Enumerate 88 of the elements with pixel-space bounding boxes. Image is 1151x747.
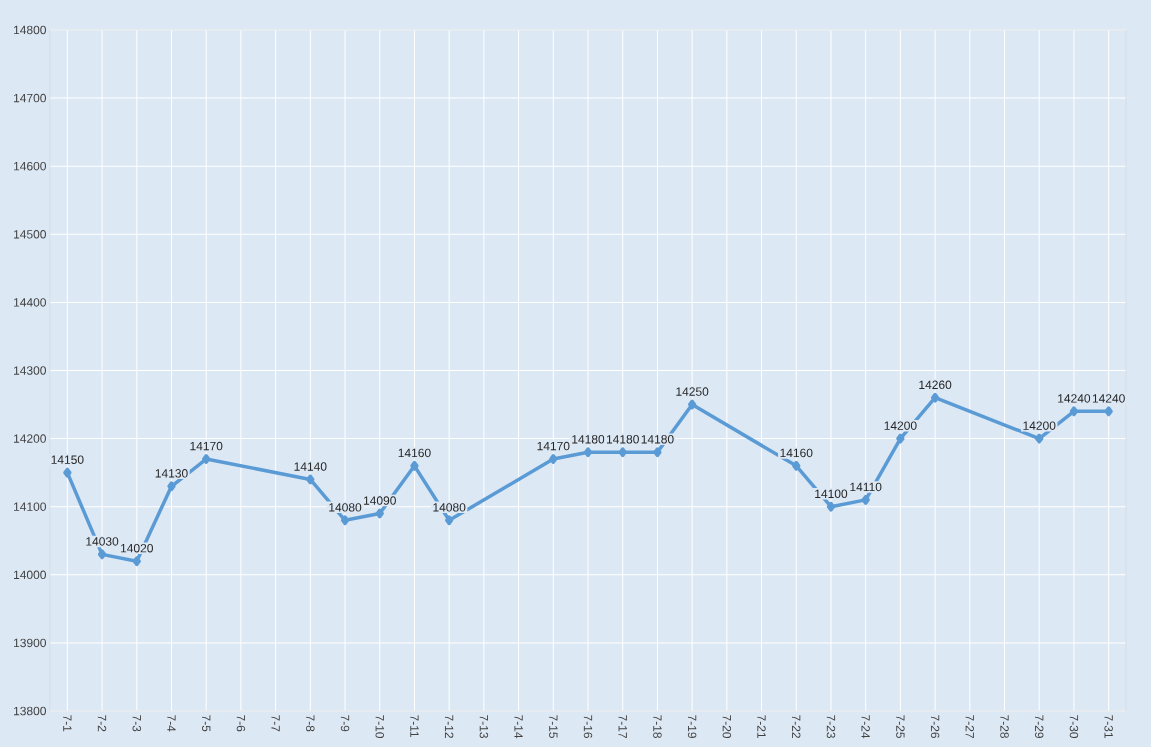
point <box>167 481 176 492</box>
data-label: 14240 <box>1058 394 1091 403</box>
data-label: 14180 <box>641 435 674 444</box>
y-tick-label: 14500 <box>14 230 46 239</box>
x-tick-label: 7-25 <box>896 715 905 739</box>
x-tick-label: 7-11 <box>410 715 419 738</box>
point <box>687 399 697 410</box>
point <box>97 549 107 560</box>
point <box>132 556 141 567</box>
x-tick-label: 7-8 <box>306 715 315 732</box>
data-label: 14160 <box>398 448 431 458</box>
y-tick-label: 14100 <box>14 502 46 511</box>
point <box>618 447 627 458</box>
y-tick-label: 14300 <box>14 366 46 375</box>
data-label: 14170 <box>537 441 570 451</box>
data-label: 14160 <box>780 448 813 458</box>
x-tick-label: 7-17 <box>618 715 627 738</box>
data-label: 14200 <box>884 421 917 430</box>
data-label: 14170 <box>190 441 223 451</box>
x-tick-label: 7-2 <box>97 715 107 732</box>
data-label: 14140 <box>294 462 327 471</box>
data-label: 14180 <box>572 435 605 444</box>
data-label: 14090 <box>363 496 396 505</box>
x-tick-label: 7-28 <box>1000 715 1009 739</box>
y-tick-label: 14800 <box>14 25 46 35</box>
point <box>861 494 870 505</box>
x-tick-label: 7-18 <box>653 715 662 739</box>
x-tick-label: 7-14 <box>514 715 523 739</box>
x-tick-label: 7-20 <box>722 715 732 739</box>
x-tick-label: 7-30 <box>1069 715 1079 739</box>
data-label: 14110 <box>850 482 882 492</box>
point <box>306 474 315 485</box>
data-label: 14150 <box>51 455 84 464</box>
point <box>445 515 454 526</box>
x-tick-label: 7-19 <box>687 715 697 738</box>
x-tick-label: 7-22 <box>792 715 801 738</box>
y-tick-label: 14600 <box>14 161 46 171</box>
x-tick-label: 7-9 <box>340 715 350 732</box>
point <box>410 460 419 471</box>
data-label: 14240 <box>1092 394 1125 403</box>
x-tick-label: 7-7 <box>271 715 280 732</box>
y-tick-label: 14400 <box>14 298 46 307</box>
x-tick-label: 7-29 <box>1034 715 1044 738</box>
data-label: 14030 <box>86 537 119 546</box>
data-label: 14080 <box>433 503 466 512</box>
data-label: 14020 <box>121 543 153 553</box>
x-tick-label: 7-16 <box>583 715 593 739</box>
x-tick-label: 7-24 <box>861 715 870 739</box>
point <box>826 501 836 512</box>
x-tick-label: 7-13 <box>479 715 489 739</box>
data-label: 14200 <box>1023 421 1056 430</box>
point <box>1035 433 1044 444</box>
x-tick-label: 7-23 <box>826 715 836 739</box>
x-tick-label: 7-4 <box>167 715 176 732</box>
x-tick-label: 7-21 <box>757 715 766 738</box>
point <box>1069 406 1079 417</box>
point <box>896 433 905 444</box>
data-label: 14080 <box>329 503 362 512</box>
data-label: 14130 <box>155 469 188 478</box>
point <box>930 392 940 403</box>
point <box>375 508 384 519</box>
x-tick-label: 7-5 <box>202 715 211 732</box>
point <box>340 515 350 526</box>
point <box>63 467 72 478</box>
data-label: 14100 <box>815 489 848 498</box>
data-label: 14250 <box>676 387 709 396</box>
x-tick-label: 7-12 <box>444 715 454 738</box>
x-tick-label: 7-1 <box>63 715 72 732</box>
data-label: 14180 <box>606 435 639 444</box>
y-tick-label: 14200 <box>14 434 46 443</box>
point <box>549 454 558 464</box>
x-tick-label: 7-6 <box>236 715 246 732</box>
x-tick-label: 7-10 <box>375 715 384 739</box>
x-tick-label: 7-3 <box>132 715 142 732</box>
point <box>792 460 801 471</box>
x-tick-label: 7-27 <box>965 715 974 738</box>
y-tick-label: 14700 <box>14 93 46 103</box>
x-tick-label: 7-31 <box>1104 715 1113 738</box>
x-tick-label: 7-26 <box>930 715 940 739</box>
y-tick-label: 14000 <box>14 570 46 580</box>
point <box>653 447 662 458</box>
y-tick-label: 13900 <box>14 638 46 648</box>
y-tick-label: 13800 <box>14 706 46 716</box>
x-tick-label: 7-15 <box>549 715 558 739</box>
point <box>202 454 211 464</box>
data-label: 14260 <box>919 380 952 390</box>
point <box>1104 406 1113 417</box>
point <box>583 447 593 458</box>
